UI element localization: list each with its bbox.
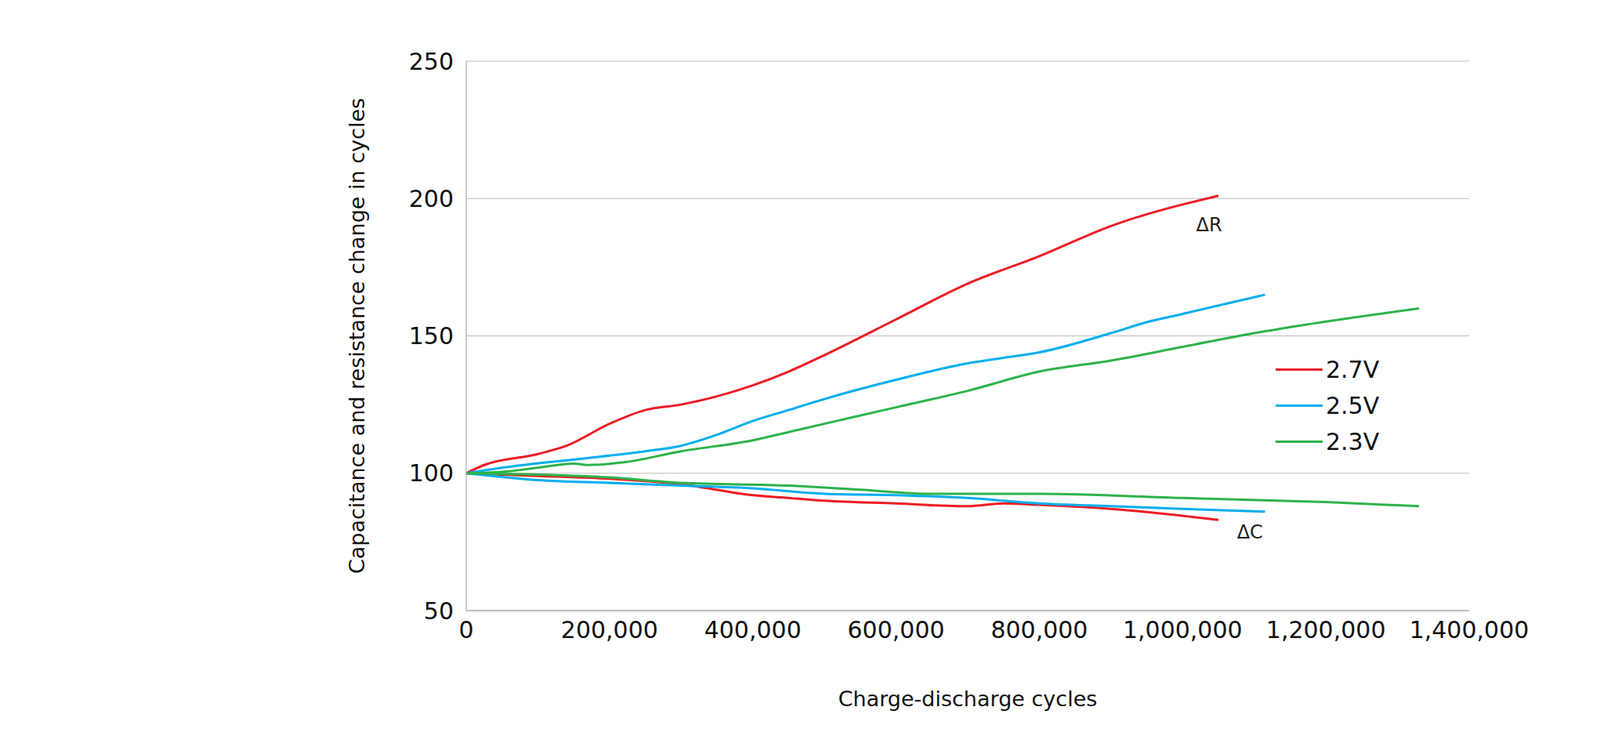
html-text:2.3V: 2.3V	[1325, 427, 1380, 455]
svg-text:150: 150	[409, 322, 454, 350]
svg-text:200: 200	[409, 184, 454, 213]
html-text:2.7V: 2.7V	[1325, 355, 1380, 383]
svg-text:250: 250	[409, 47, 454, 76]
svg-text:ΔC: ΔC	[1237, 521, 1264, 543]
svg-text:Capacitance and resistance cha: Capacitance and resistance change in cyc…	[344, 97, 370, 574]
svg-text:1,400,000: 1,400,000	[1409, 615, 1530, 644]
html-text:2.5V: 2.5V	[1325, 391, 1380, 419]
svg-text:200,000: 200,000	[561, 615, 659, 644]
svg-text:1,000,000: 1,000,000	[1122, 615, 1243, 644]
svg-text:1,200,000: 1,200,000	[1266, 615, 1387, 644]
svg-text:50: 50	[423, 597, 454, 625]
svg-text:ΔR: ΔR	[1196, 213, 1223, 236]
svg-text:Charge-discharge cycles: Charge-discharge cycles	[838, 686, 1098, 711]
svg-text:0: 0	[458, 615, 474, 644]
svg-text:400,000: 400,000	[704, 615, 802, 644]
svg-text:100: 100	[409, 459, 454, 487]
svg-text:800,000: 800,000	[990, 615, 1088, 644]
svg-text:600,000: 600,000	[847, 615, 945, 644]
